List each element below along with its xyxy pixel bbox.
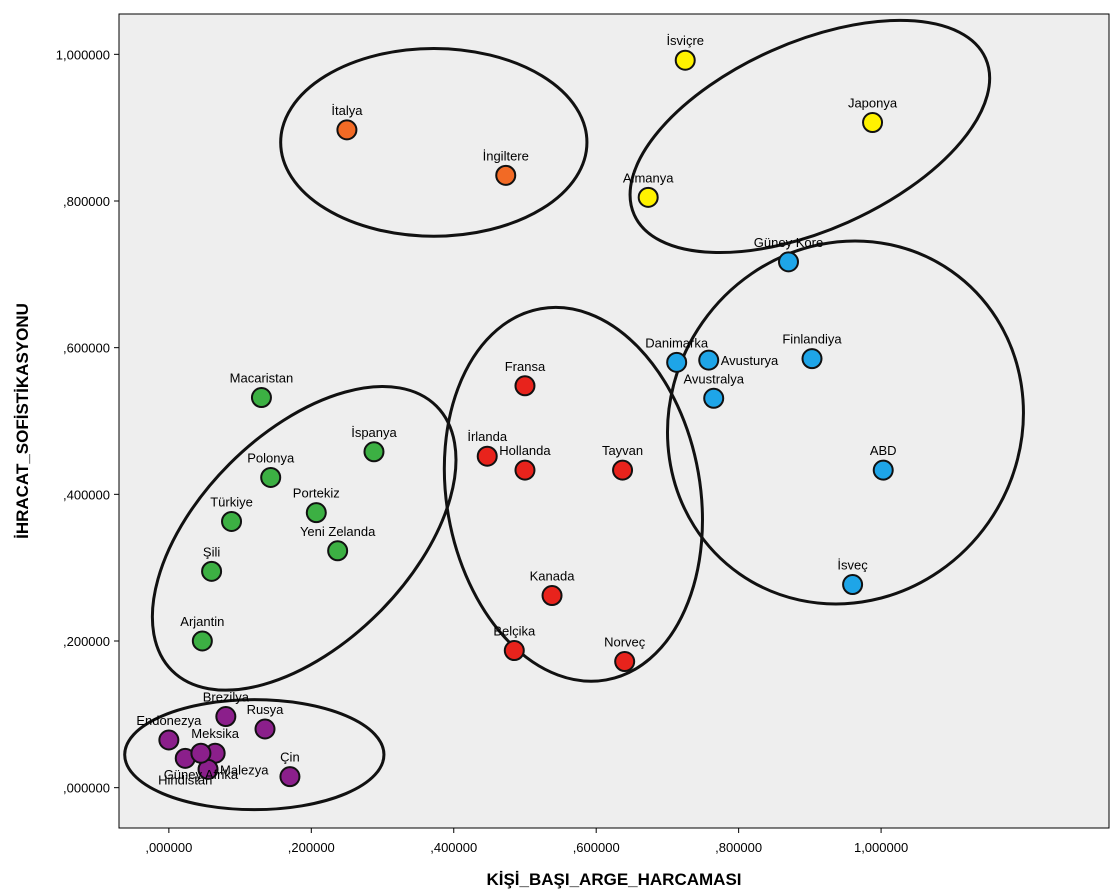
data-point (514, 375, 536, 397)
point-label: Tayvan (602, 443, 643, 458)
x-tick-label: 1,000000 (854, 840, 908, 855)
data-point (666, 351, 688, 373)
point-label: Portekiz (293, 486, 340, 501)
data-point (698, 349, 720, 371)
point-label: Avusturya (721, 353, 779, 368)
data-point (190, 742, 212, 764)
data-point (703, 387, 725, 409)
point-label: Türkiye (210, 494, 253, 509)
y-tick-label: ,600000 (63, 341, 110, 356)
point-label: Malezya (220, 762, 269, 777)
point-label: Kanada (530, 569, 576, 584)
data-points: İsviçre Japonya Almanya İtalya İngiltere Güne… (136, 33, 898, 787)
data-point (215, 706, 237, 728)
x-tick-label: ,800000 (715, 840, 762, 855)
cluster-ellipse-yellow (628, 18, 992, 255)
y-tick-label: ,400000 (63, 487, 110, 502)
data-point (674, 49, 696, 71)
point-label: Brezilya (203, 690, 250, 705)
cluster-ellipse-blue (666, 239, 1025, 606)
data-point (250, 387, 272, 409)
point-label: ABD (870, 443, 897, 458)
y-tick-label: 1,000000 (56, 47, 110, 62)
point-label: Hollanda (499, 443, 551, 458)
data-point (363, 441, 385, 463)
point-label: Çin (280, 750, 300, 765)
point-label: Macaristan (230, 371, 294, 386)
point-label: Rusya (247, 702, 285, 717)
point-label: Yeni Zelanda (300, 524, 376, 539)
cluster-ellipse-purple (123, 698, 386, 812)
point-label: Şili (203, 544, 220, 559)
point-label: Fransa (505, 359, 546, 374)
data-point (254, 718, 276, 740)
data-point (279, 766, 301, 788)
point-label: Avustralya (683, 371, 744, 386)
data-point (158, 729, 180, 751)
y-tick-label: ,800000 (63, 194, 110, 209)
data-point (872, 459, 894, 481)
point-label: İspanya (351, 425, 397, 440)
data-point (495, 164, 517, 186)
point-label: Danimarka (645, 335, 709, 350)
data-point (221, 510, 243, 532)
point-label: Meksika (191, 726, 239, 741)
cluster-ellipse-green (150, 385, 458, 692)
x-tick-label: ,600000 (573, 840, 620, 855)
x-tick-label: ,200000 (288, 840, 335, 855)
point-label: Polonya (247, 450, 295, 465)
data-point (476, 445, 498, 467)
cluster-ellipses (123, 18, 1025, 812)
y-tick-label: ,000000 (63, 781, 110, 796)
data-point (201, 560, 223, 582)
point-label: Belçika (493, 624, 536, 639)
x-tick-label: ,000000 (145, 840, 192, 855)
y-tick-label: ,200000 (63, 634, 110, 649)
point-label: Arjantin (180, 614, 224, 629)
data-point (336, 119, 358, 141)
point-label: İsveç (837, 558, 868, 573)
point-label: İrlanda (467, 429, 508, 444)
data-point (541, 585, 563, 607)
data-point (260, 466, 282, 488)
point-label: İsviçre (666, 33, 704, 48)
data-point (327, 540, 349, 562)
data-point (862, 112, 884, 134)
data-point (777, 251, 799, 273)
point-label: Hindistan (158, 772, 212, 787)
data-point (637, 186, 659, 208)
data-point (514, 459, 536, 481)
x-tick-label: ,400000 (430, 840, 477, 855)
axis-ticks: ,000000 ,200000 ,400000 ,600000 ,800000 1,000… (56, 47, 908, 855)
point-label: İtalya (331, 103, 363, 118)
point-label: Güney Kore (754, 235, 823, 250)
data-point (305, 502, 327, 524)
point-label: Japonya (848, 96, 898, 111)
point-label: Finlandiya (782, 332, 842, 347)
data-point (842, 574, 864, 596)
point-label: Güney Afrika (164, 767, 239, 782)
point-label: Endonezya (136, 713, 202, 728)
data-point (614, 651, 636, 673)
cluster-ellipse-red (442, 305, 704, 683)
point-label: İngiltere (483, 148, 529, 163)
cluster-ellipse-orange (279, 46, 589, 238)
x-axis-title: KİŞİ_BAŞI_ARGE_HARCAMASI (486, 870, 741, 889)
data-point (503, 640, 525, 662)
y-axis-title: İHRACAT_SOFİSTİKASYONU (13, 303, 32, 539)
data-point (191, 630, 213, 652)
data-point (612, 459, 634, 481)
point-label: Almanya (623, 170, 674, 185)
point-label: Norveç (604, 635, 646, 650)
data-point (801, 348, 823, 370)
